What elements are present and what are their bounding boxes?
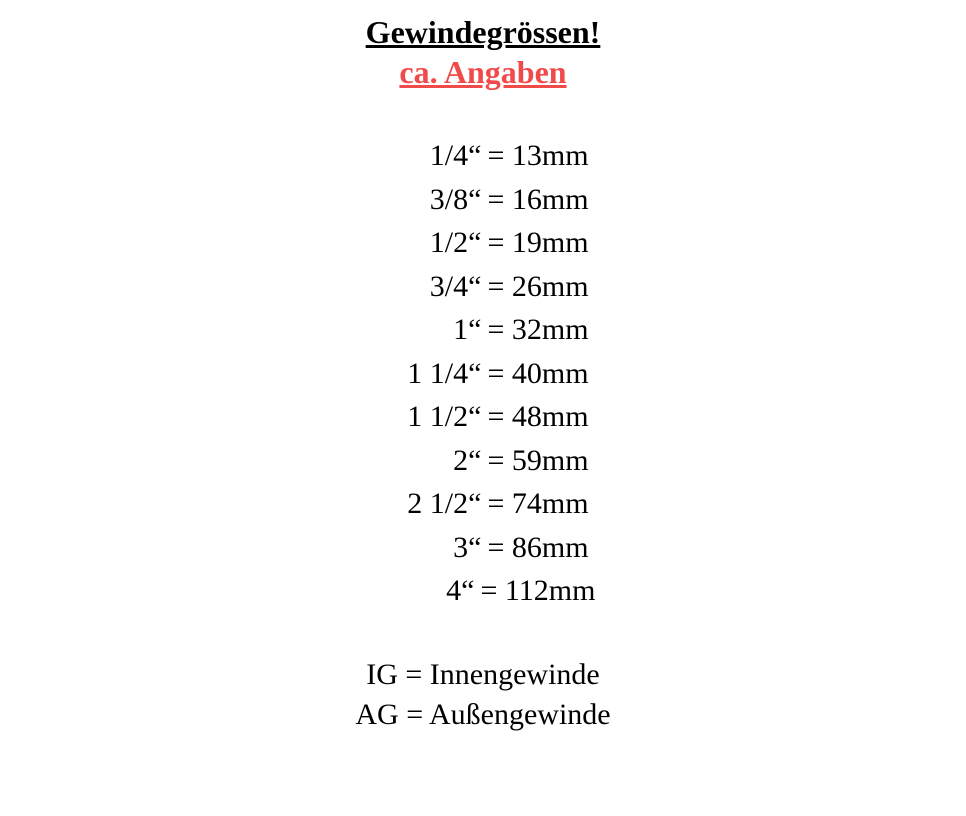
inch-value: 1 1/2“ xyxy=(377,395,487,439)
mm-value: = 16mm xyxy=(487,178,588,222)
mm-value: = 32mm xyxy=(487,308,588,352)
page-subtitle: ca. Angaben xyxy=(399,52,566,92)
mm-value: = 74mm xyxy=(487,482,588,526)
inch-value: 1 1/4“ xyxy=(377,352,487,396)
table-row: 1/2“ = 19mm xyxy=(377,221,588,265)
thread-size-table: 1/4“ = 13mm 3/8“ = 16mm 1/2“ = 19mm 3/4“… xyxy=(371,134,596,613)
mm-value: = 86mm xyxy=(487,526,588,570)
table-row: 1/4“ = 13mm xyxy=(377,134,588,178)
inch-value: 3/8“ xyxy=(377,178,487,222)
inch-value: 3“ xyxy=(377,526,487,570)
table-row: 4“ = 112mm xyxy=(371,569,596,613)
mm-value: = 48mm xyxy=(487,395,588,439)
table-row: 3/4“ = 26mm xyxy=(377,265,588,309)
table-row: 2“ = 59mm xyxy=(377,439,588,483)
table-row: 3/8“ = 16mm xyxy=(377,178,588,222)
legend-item: AG = Außengewinde xyxy=(355,695,610,736)
table-row: 1“ = 32mm xyxy=(377,308,588,352)
mm-value: = 40mm xyxy=(487,352,588,396)
mm-value: = 59mm xyxy=(487,439,588,483)
inch-value: 1“ xyxy=(377,308,487,352)
inch-value: 1/4“ xyxy=(377,134,487,178)
table-row: 2 1/2“ = 74mm xyxy=(377,482,588,526)
table-row: 1 1/2“ = 48mm xyxy=(377,395,588,439)
table-row: 1 1/4“ = 40mm xyxy=(377,352,588,396)
mm-value: = 26mm xyxy=(487,265,588,309)
mm-value: = 13mm xyxy=(487,134,588,178)
inch-value: 4“ xyxy=(371,569,481,613)
mm-value: = 112mm xyxy=(481,569,596,613)
inch-value: 2“ xyxy=(377,439,487,483)
table-row: 3“ = 86mm xyxy=(377,526,588,570)
inch-value: 1/2“ xyxy=(377,221,487,265)
mm-value: = 19mm xyxy=(487,221,588,265)
legend: IG = Innengewinde AG = Außengewinde xyxy=(355,655,610,736)
legend-item: IG = Innengewinde xyxy=(366,655,600,696)
inch-value: 2 1/2“ xyxy=(377,482,487,526)
page-title: Gewindegrössen! xyxy=(366,12,601,52)
inch-value: 3/4“ xyxy=(377,265,487,309)
